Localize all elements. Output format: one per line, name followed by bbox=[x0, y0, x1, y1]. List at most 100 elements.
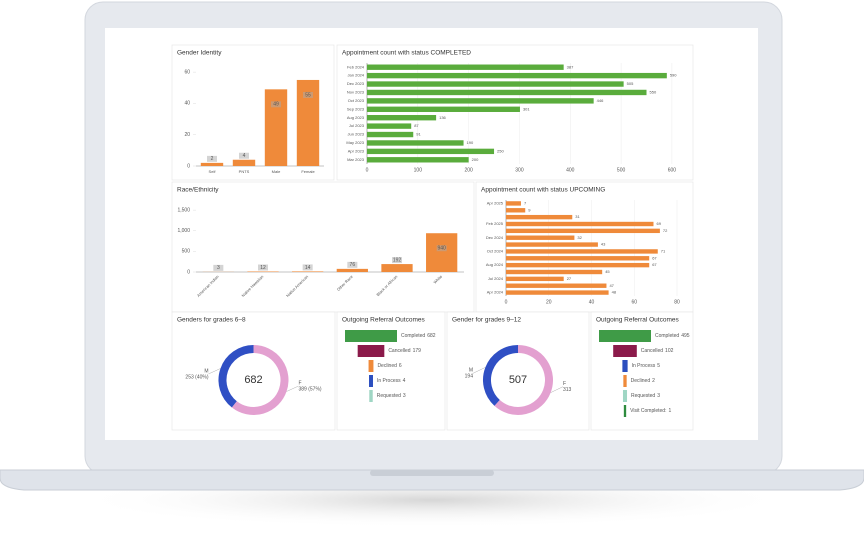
bar bbox=[506, 228, 660, 234]
value-label: 590 bbox=[670, 73, 677, 78]
funnel-category: Cancelled bbox=[641, 348, 663, 354]
value-label-box bbox=[239, 152, 249, 159]
bar bbox=[367, 140, 464, 146]
x-tick-label: 60 bbox=[631, 299, 637, 305]
funnel-bar bbox=[357, 345, 385, 357]
value-label-box bbox=[213, 264, 224, 271]
donut-segment bbox=[218, 345, 254, 408]
bar bbox=[296, 79, 320, 166]
value-label: 49 bbox=[273, 102, 279, 108]
value-label-box bbox=[258, 264, 268, 271]
value-label: 940 bbox=[437, 246, 446, 252]
panel-title: Gender Identity bbox=[177, 50, 222, 57]
funnel-bar bbox=[622, 360, 628, 372]
bar bbox=[381, 264, 413, 272]
leader bbox=[208, 368, 221, 375]
x-tick-label: 400 bbox=[566, 167, 575, 173]
y-tick-label: Aug 2024 bbox=[486, 262, 504, 267]
funnel-bar bbox=[369, 390, 373, 402]
funnel-category: Requested bbox=[631, 393, 655, 399]
leader bbox=[550, 386, 564, 393]
funnel-value: 3 bbox=[403, 393, 406, 399]
laptop-notch bbox=[370, 470, 494, 476]
funnel-bar bbox=[369, 375, 373, 387]
x-tick-label: 200 bbox=[464, 167, 473, 173]
value-label: 43 bbox=[601, 242, 606, 247]
segment-name: F bbox=[563, 381, 566, 387]
funnel-value: 2 bbox=[652, 378, 655, 384]
funnel-bar bbox=[623, 375, 627, 387]
funnel-category: Requested bbox=[377, 393, 401, 399]
value-label-box bbox=[436, 245, 447, 252]
value-label-box bbox=[303, 91, 313, 98]
funnel-label: In Process 5 bbox=[632, 363, 661, 369]
value-label: 87 bbox=[414, 123, 419, 128]
x-tick-label: 40 bbox=[589, 299, 595, 305]
funnel-label: Cancelled 102 bbox=[641, 348, 674, 354]
funnel-label: In Process 4 bbox=[377, 378, 406, 384]
y-tick-label: 1,500 bbox=[177, 207, 190, 213]
bar bbox=[506, 269, 603, 275]
panel-title: Genders for grades 6–8 bbox=[177, 317, 246, 324]
value-label: 136 bbox=[439, 115, 446, 120]
leader bbox=[472, 367, 486, 374]
value-label: 505 bbox=[627, 81, 634, 86]
bar bbox=[367, 72, 667, 79]
y-tick-label: May 2023 bbox=[346, 140, 364, 145]
panel-title: Appointment count with status UPCOMING bbox=[481, 187, 605, 194]
y-tick-label: Apr 2023 bbox=[348, 148, 365, 153]
bar bbox=[367, 98, 594, 104]
bar bbox=[232, 159, 256, 166]
segment-label: 389 (57%) bbox=[299, 386, 322, 392]
segment-name: F bbox=[299, 380, 302, 386]
funnel-value: 5 bbox=[657, 363, 660, 369]
funnel-label: Completed 682 bbox=[401, 333, 436, 339]
bar bbox=[506, 283, 607, 288]
value-label-box bbox=[302, 264, 313, 271]
value-label: 14 bbox=[305, 265, 311, 271]
bar bbox=[506, 249, 658, 254]
value-label-box bbox=[207, 155, 217, 162]
bar bbox=[506, 256, 650, 261]
bar bbox=[200, 162, 224, 166]
value-label: 4 bbox=[243, 153, 246, 159]
value-label: 48 bbox=[612, 290, 617, 295]
funnel-label: Cancelled 179 bbox=[388, 348, 421, 354]
value-label: 69 bbox=[656, 221, 661, 226]
y-tick-label: 500 bbox=[182, 249, 191, 255]
value-label: 76 bbox=[350, 262, 356, 268]
y-tick-label: Feb 2025 bbox=[486, 221, 504, 226]
value-label: 550 bbox=[650, 90, 657, 95]
value-label-box bbox=[347, 261, 358, 268]
segment-name: M bbox=[469, 368, 473, 374]
funnel-category: In Process bbox=[377, 378, 401, 384]
bar bbox=[367, 89, 647, 96]
bar bbox=[506, 221, 654, 227]
funnel-bar bbox=[368, 360, 374, 372]
donut-total: 507 bbox=[509, 374, 527, 386]
funnel-label: Declined 6 bbox=[377, 363, 401, 369]
funnel-bar bbox=[599, 330, 651, 342]
funnel-label: Requested 3 bbox=[377, 393, 406, 399]
y-tick-label: 60 bbox=[184, 69, 190, 75]
x-tick-label: PNTS bbox=[239, 169, 250, 174]
funnel-bar bbox=[622, 390, 628, 402]
x-tick-label: 500 bbox=[617, 167, 626, 173]
funnel-category: In Process bbox=[632, 363, 656, 369]
panel-title: Outgoing Referral Outcomes bbox=[342, 317, 425, 324]
value-label: 9 bbox=[528, 207, 531, 212]
bar bbox=[367, 131, 414, 138]
value-label: 31 bbox=[575, 214, 580, 219]
y-tick-label: 1,000 bbox=[177, 228, 190, 234]
y-tick-label: Apr 2024 bbox=[487, 290, 504, 295]
y-tick-label: Sep 2023 bbox=[347, 106, 365, 111]
value-label: 27 bbox=[567, 276, 572, 281]
y-tick-label: Feb 2024 bbox=[347, 64, 365, 69]
value-label: 71 bbox=[661, 248, 666, 253]
funnel-label: Visit Completed: 1 bbox=[630, 408, 671, 414]
donut-segment bbox=[494, 345, 553, 415]
donut-total: 682 bbox=[244, 374, 262, 386]
funnel-bar bbox=[345, 330, 397, 342]
y-tick-label: Mar 2023 bbox=[347, 157, 365, 162]
bar bbox=[367, 115, 437, 121]
